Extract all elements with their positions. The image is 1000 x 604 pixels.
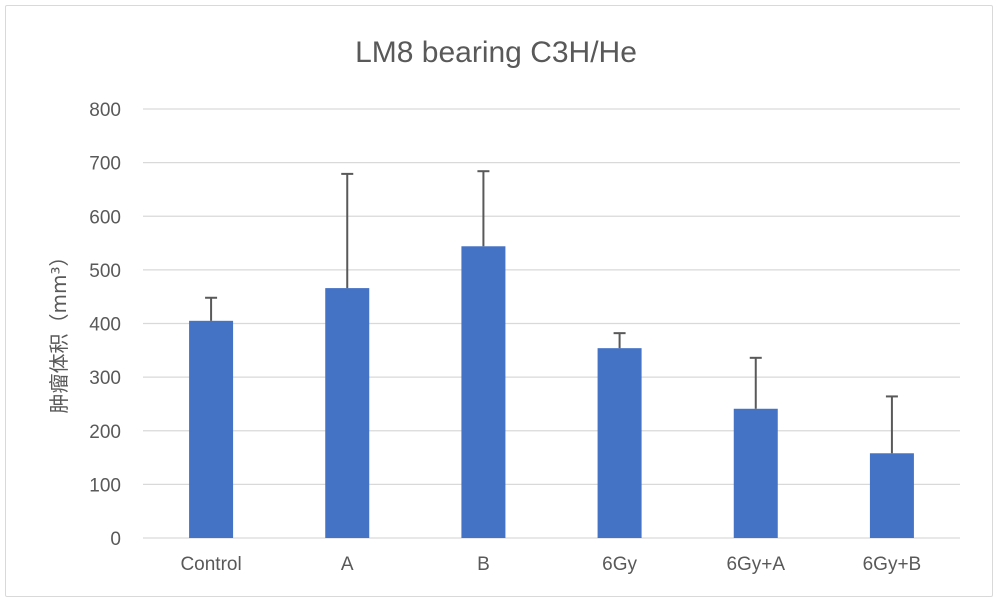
y-tick-label: 500: [89, 261, 121, 282]
y-tick-label: 700: [89, 154, 121, 175]
chart-title: LM8 bearing C3H/He: [355, 36, 637, 69]
bar: [325, 288, 370, 538]
bar: [869, 453, 914, 538]
y-tick-label: 100: [89, 475, 121, 496]
x-tick-label: 6Gy+A: [726, 554, 785, 575]
x-tick-label: 6Gy: [602, 554, 637, 575]
y-tick-label: 300: [89, 368, 121, 389]
error-bars: [205, 170, 898, 454]
x-tick-label: Control: [180, 554, 241, 575]
y-tick-labels: 0 100 200 300 400 500 600 700 800: [89, 100, 121, 550]
y-tick-label: 0: [110, 529, 121, 550]
y-tick-label: 200: [89, 422, 121, 443]
x-tick-label: B: [477, 554, 490, 575]
bar: [189, 320, 234, 538]
bar: [461, 246, 506, 538]
y-axis-label: 肿瘤体积（mm³）: [47, 247, 71, 414]
x-tick-label: 6Gy+B: [863, 554, 922, 575]
y-tick-label: 400: [89, 315, 121, 336]
bar: [597, 348, 642, 538]
x-tick-labels: Control A B 6Gy 6Gy+A 6Gy+B: [180, 554, 921, 575]
x-tick-label: A: [341, 554, 354, 575]
gridlines: [143, 108, 960, 539]
bar: [733, 408, 778, 538]
y-tick-label: 600: [89, 207, 121, 228]
bars: [189, 246, 914, 538]
y-tick-label: 800: [89, 100, 121, 121]
